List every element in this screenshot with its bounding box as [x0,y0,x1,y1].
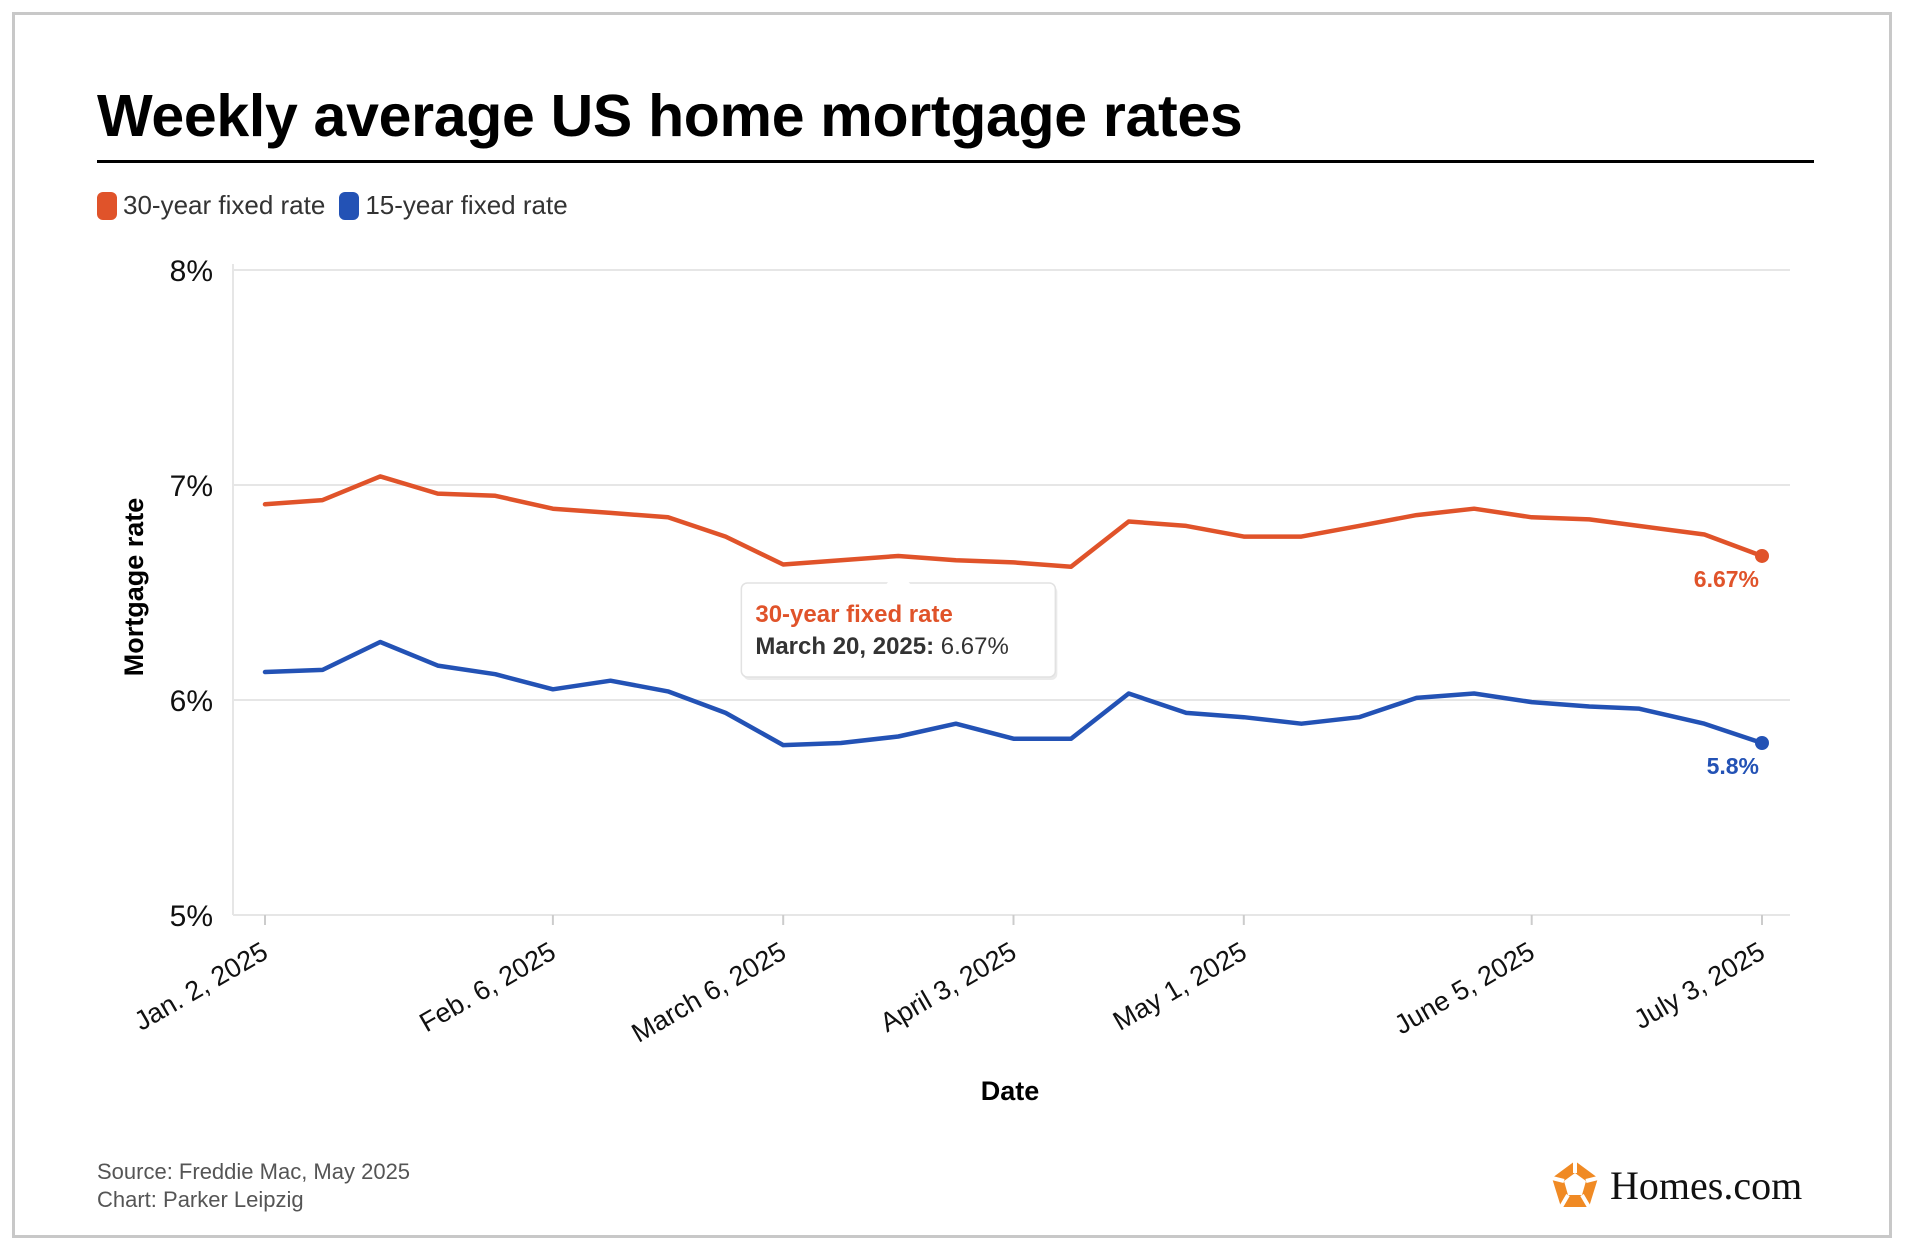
y-tick-label: 5% [170,900,213,933]
y-axis-label: Mortgage rate [119,498,149,677]
tooltip-value: March 20, 2025: 6.67% [755,633,1009,660]
legend: 30-year fixed rate 15-year fixed rate [97,190,582,221]
tooltip: 30-year fixed rate March 20, 2025: 6.67% [740,570,1058,680]
brand-logo: Homes.com [1548,1158,1802,1212]
legend-label-30yr: 30-year fixed rate [123,190,326,220]
legend-item-30yr[interactable]: 30-year fixed rate [97,190,325,221]
x-tick-label: Feb. 6, 2025 [414,936,560,1038]
x-tick-label: Jan. 2, 2025 [129,936,273,1036]
series-points: 6.67% 5.8% [1694,548,1769,779]
series-line-30yr [262,474,1765,569]
footer: Source: Freddie Mac, May 2025 Chart: Par… [97,1158,410,1214]
legend-swatch-30yr [97,191,117,220]
brand-name: Homes.com [1610,1162,1803,1208]
tooltip-box [740,582,1057,678]
end-point-15yr [1755,736,1769,750]
y-tick-label: 6% [170,685,213,718]
end-point-30yr [1755,548,1769,563]
series-lines [262,474,1765,748]
x-axis-label: Date [981,1076,1040,1106]
source-note: Source: Freddie Mac, May 2025 [97,1159,411,1184]
tooltip-series: 30-year fixed rate [755,601,952,628]
x-axis: Jan. 2, 2025 Feb. 6, 2025 March 6, 2025 Apr… [129,915,1770,1048]
end-label-30yr: 6.67% [1694,566,1759,592]
x-tick-label: May 1, 2025 [1108,936,1252,1036]
y-tick-label: 7% [170,470,213,503]
homes-logo-icon [1551,1161,1599,1209]
x-tick-label: April 3, 2025 [875,936,1021,1038]
end-label-15yr: 5.8% [1707,753,1759,779]
legend-label-15yr: 15-year fixed rate [365,190,568,220]
tooltip-number: 6.67% [941,633,1009,660]
tooltip-date: March 20, 2025: [755,633,940,660]
series-line-15yr [262,639,1765,748]
chart-credit: Chart: Parker Leipzig [97,1187,304,1212]
y-axis: 5% 6% 7% 8% [170,255,234,933]
title-rule [97,160,1814,163]
x-tick-label: June 5, 2025 [1389,936,1539,1040]
x-tick-label: July 3, 2025 [1629,936,1770,1035]
chart-title: Weekly average US home mortgage rates [97,83,1243,149]
tooltip-pointer [886,570,911,584]
x-tick-label: March 6, 2025 [627,936,791,1048]
legend-item-15yr[interactable]: 15-year fixed rate [339,190,568,221]
y-tick-label: 8% [170,255,213,288]
legend-swatch-15yr [339,191,360,220]
